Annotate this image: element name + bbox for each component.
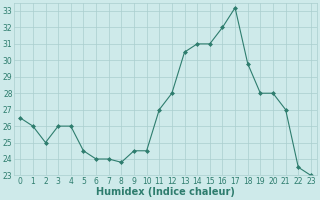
- X-axis label: Humidex (Indice chaleur): Humidex (Indice chaleur): [96, 187, 235, 197]
